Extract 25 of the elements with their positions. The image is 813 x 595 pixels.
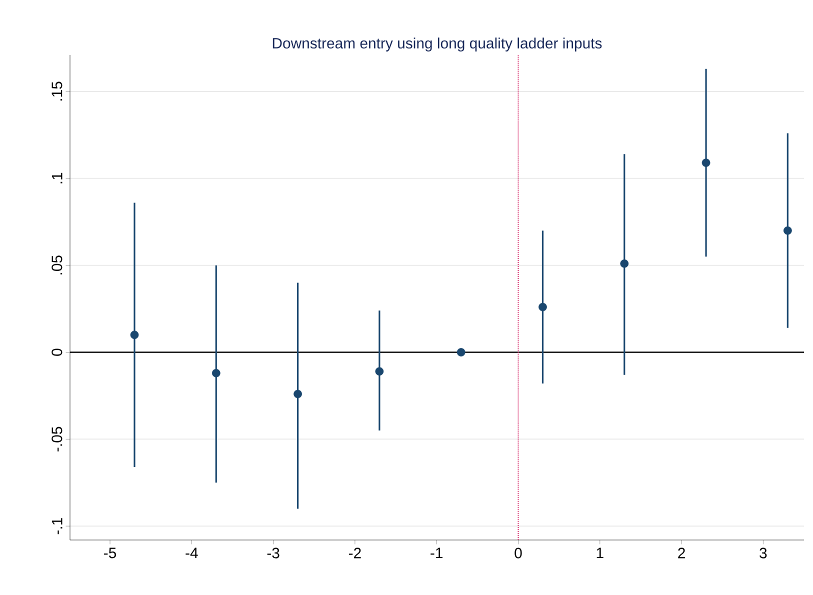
y-tick-label: .15 — [52, 82, 62, 101]
y-tick-label: 0 — [52, 348, 62, 356]
point — [620, 259, 629, 268]
point — [375, 367, 384, 376]
chart-title: Downstream entry using long quality ladder inputs — [272, 38, 602, 52]
point — [130, 330, 139, 340]
point — [212, 368, 220, 378]
point — [294, 390, 302, 398]
y-tick-label: .05 — [52, 256, 62, 274]
y-tick-label: -.05 — [52, 426, 62, 452]
point — [702, 158, 710, 167]
x-tick-label: -5 — [104, 548, 116, 558]
x-tick-label: 0 — [514, 548, 522, 558]
point — [456, 348, 466, 356]
y-tick-label: .1 — [52, 172, 62, 184]
x-tick-label: -1 — [430, 548, 443, 558]
x-tick-label: -4 — [186, 548, 198, 558]
x-tick-label: 2 — [678, 548, 685, 558]
x-tick-label: -3 — [267, 548, 280, 558]
point — [538, 302, 547, 312]
point — [783, 226, 792, 235]
x-tick-label: 1 — [596, 548, 604, 558]
x-tick-label: 3 — [760, 548, 767, 558]
y-tick-label: -.1 — [52, 518, 62, 534]
x-tick-label: -2 — [348, 548, 361, 558]
